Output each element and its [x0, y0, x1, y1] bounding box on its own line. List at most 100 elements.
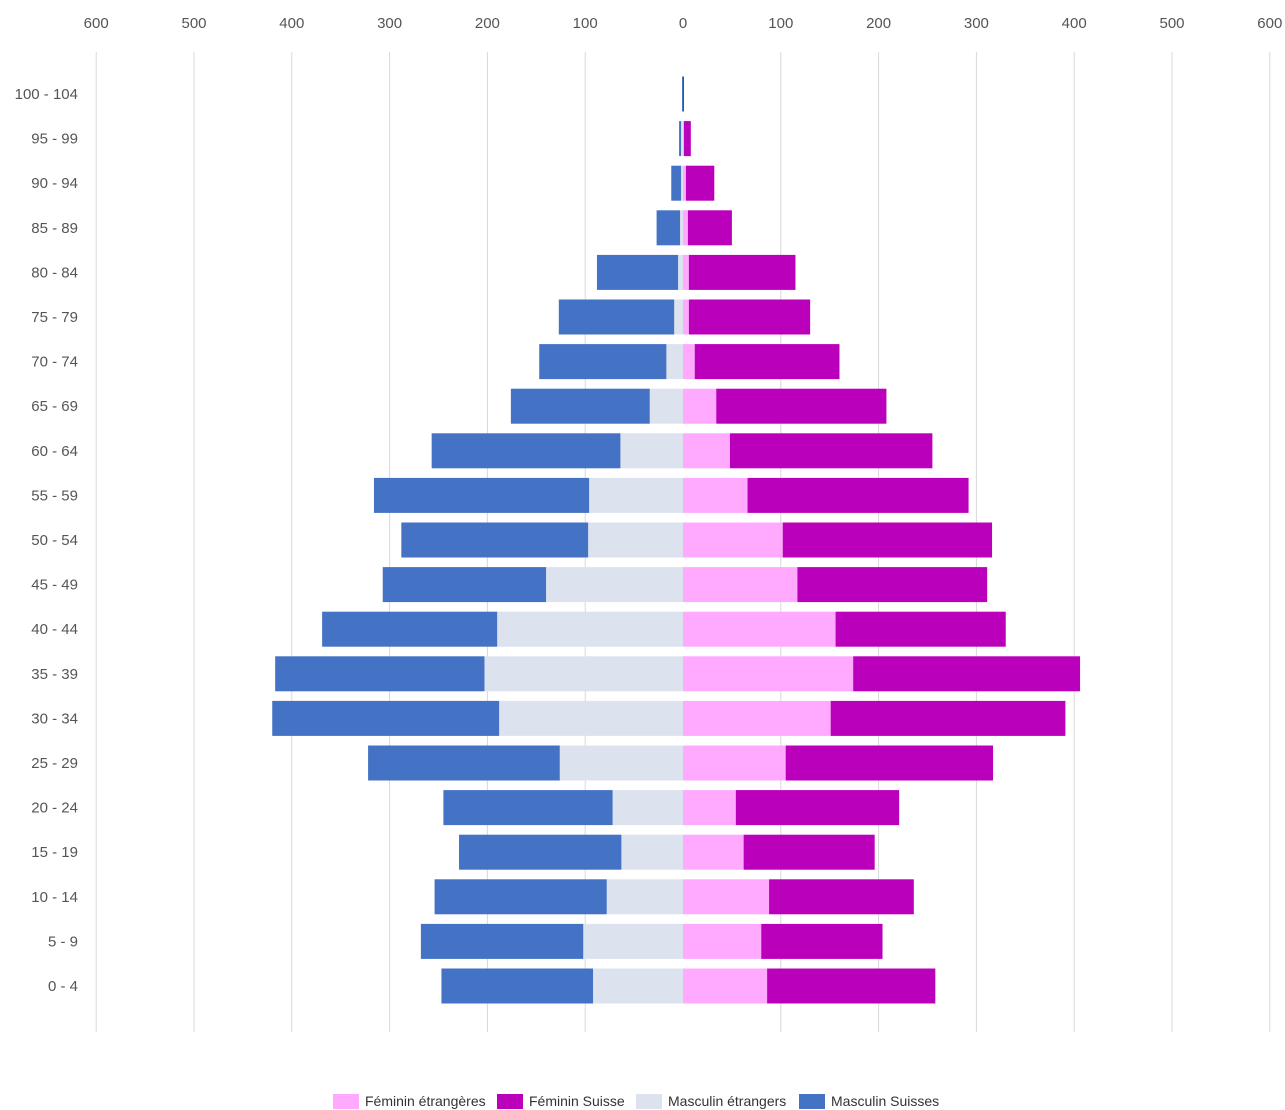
bar-f-minin-trang-res — [683, 344, 695, 379]
bar-f-minin-trang-res — [683, 790, 736, 825]
bar-f-minin-trang-res — [683, 567, 797, 602]
x-tick-label: 200 — [475, 15, 500, 32]
y-axis-categories: 100 - 104 95 - 99 90 - 94 85 - 89 80 - 84 75 … — [15, 86, 78, 995]
bar-masculin-trangers — [680, 210, 683, 245]
y-category-label: 80 - 84 — [31, 264, 78, 281]
bar-masculin-trangers — [588, 523, 683, 558]
bar-masculin-trangers — [593, 969, 683, 1004]
bar-f-minin-trang-res — [683, 210, 688, 245]
y-category-label: 95 - 99 — [31, 131, 78, 148]
legend-label: Féminin étrangères — [365, 1093, 486, 1109]
bar-masculin-suisses — [657, 210, 680, 245]
legend-label: Masculin Suisses — [831, 1093, 939, 1109]
bar-f-minin-suisse — [783, 523, 992, 558]
y-category-label: 60 - 64 — [31, 443, 78, 460]
bar-masculin-trangers — [613, 790, 683, 825]
bar-f-minin-suisse — [689, 300, 810, 335]
bar-f-minin-trang-res — [683, 300, 689, 335]
x-tick-label: 600 — [1257, 15, 1282, 32]
bar-masculin-trangers — [583, 924, 683, 959]
bar-masculin-trangers — [678, 255, 683, 290]
bar-masculin-suisses — [459, 835, 621, 870]
bar-f-minin-suisse — [786, 746, 993, 781]
y-category-label: 70 - 74 — [31, 354, 78, 371]
y-category-label: 50 - 54 — [31, 532, 78, 549]
bar-masculin-suisses — [441, 969, 593, 1004]
bar-masculin-suisses — [401, 523, 588, 558]
y-category-label: 45 - 49 — [31, 577, 78, 594]
x-tick-label: 400 — [1062, 15, 1087, 32]
bar-masculin-suisses — [368, 746, 560, 781]
bar-masculin-trangers — [621, 835, 683, 870]
y-category-label: 65 - 69 — [31, 398, 78, 415]
bar-f-minin-suisse — [769, 879, 914, 914]
bar-masculin-trangers — [650, 389, 683, 424]
bar-masculin-trangers — [681, 121, 683, 156]
bar-f-minin-suisse — [831, 701, 1066, 736]
bar-f-minin-trang-res — [683, 969, 767, 1004]
bar-f-minin-trang-res — [683, 879, 769, 914]
bar-masculin-suisses — [597, 255, 678, 290]
bar-masculin-suisses — [511, 389, 650, 424]
bar-f-minin-trang-res — [683, 433, 730, 468]
legend-item: Masculin Suisses — [799, 1093, 939, 1109]
bar-masculin-trangers — [499, 701, 683, 736]
bar-f-minin-trang-res — [683, 612, 836, 647]
bar-masculin-suisses — [539, 344, 666, 379]
bar-f-minin-suisse — [836, 612, 1006, 647]
bar-f-minin-trang-res — [683, 835, 744, 870]
bar-masculin-trangers — [589, 478, 683, 513]
bar-masculin-trangers — [497, 612, 683, 647]
x-axis-ticks: 600 500 400 300 200 100 0 100 200 300 400 500 600 — [84, 15, 1283, 32]
legend-item: Féminin étrangères — [333, 1093, 486, 1109]
x-tick-label: 100 — [768, 15, 793, 32]
y-category-label: 30 - 34 — [31, 710, 78, 727]
y-category-label: 25 - 29 — [31, 755, 78, 772]
bar-masculin-suisses — [671, 166, 681, 201]
x-tick-label: 400 — [279, 15, 304, 32]
bar-f-minin-suisse — [730, 433, 932, 468]
bar-masculin-trangers — [674, 300, 683, 335]
bar-masculin-suisses — [421, 924, 583, 959]
bar-masculin-suisses — [443, 790, 612, 825]
bar-f-minin-suisse — [744, 835, 875, 870]
legend-item: Masculin étrangers — [636, 1093, 786, 1109]
bar-f-minin-trang-res — [683, 166, 686, 201]
legend: Féminin étrangères Féminin Suisse Masculin… — [333, 1093, 939, 1109]
bar-masculin-suisses — [559, 300, 674, 335]
bar-f-minin-trang-res — [683, 523, 783, 558]
y-category-label: 75 - 79 — [31, 309, 78, 326]
bar-f-minin-suisse — [683, 77, 684, 112]
bar-masculin-suisses — [322, 612, 497, 647]
legend-item: Féminin Suisse — [497, 1093, 625, 1109]
bar-masculin-trangers — [484, 656, 683, 691]
bar-f-minin-trang-res — [683, 656, 853, 691]
legend-swatch — [497, 1094, 523, 1109]
bar-masculin-trangers — [666, 344, 683, 379]
legend-label: Féminin Suisse — [529, 1093, 625, 1109]
bar-masculin-trangers — [607, 879, 683, 914]
bar-f-minin-trang-res — [683, 121, 684, 156]
bar-f-minin-suisse — [684, 121, 691, 156]
bar-masculin-suisses — [679, 121, 681, 156]
x-tick-label: 500 — [181, 15, 206, 32]
bar-f-minin-suisse — [767, 969, 935, 1004]
y-category-label: 20 - 24 — [31, 800, 78, 817]
bar-f-minin-suisse — [695, 344, 840, 379]
x-tick-label: 200 — [866, 15, 891, 32]
bar-f-minin-suisse — [689, 255, 796, 290]
bar-f-minin-suisse — [688, 210, 732, 245]
bar-masculin-suisses — [275, 656, 484, 691]
y-category-label: 55 - 59 — [31, 487, 78, 504]
bar-masculin-suisses — [374, 478, 589, 513]
bar-masculin-trangers — [620, 433, 683, 468]
bar-f-minin-suisse — [716, 389, 886, 424]
bar-masculin-suisses — [383, 567, 546, 602]
bar-f-minin-suisse — [761, 924, 882, 959]
bar-masculin-suisses — [432, 433, 621, 468]
x-tick-label: 500 — [1159, 15, 1184, 32]
y-category-label: 0 - 4 — [48, 978, 78, 995]
bar-f-minin-trang-res — [683, 255, 689, 290]
bar-f-minin-suisse — [797, 567, 987, 602]
bar-masculin-suisses — [272, 701, 499, 736]
